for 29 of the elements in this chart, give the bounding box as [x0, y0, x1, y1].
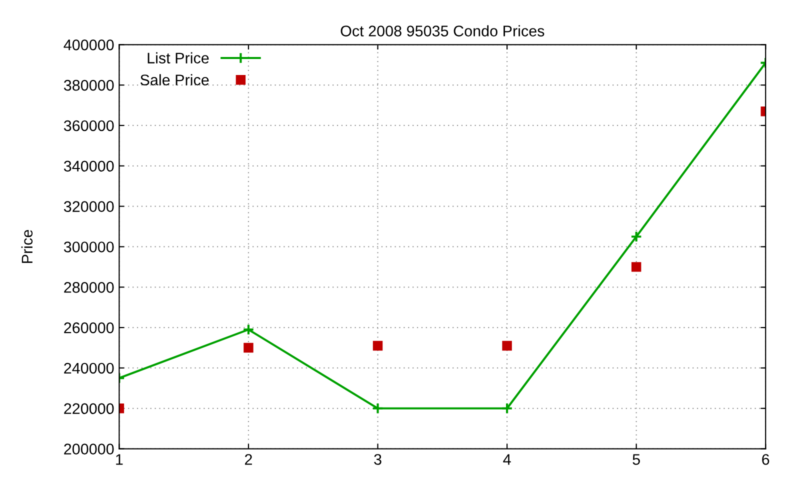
y-tick-label: 200000 [64, 444, 114, 454]
x-tick-label: 5 [632, 454, 640, 465]
x-tick-label: 6 [762, 454, 770, 465]
y-tick-label: 400000 [64, 40, 114, 50]
point [372, 402, 384, 414]
y-tick-label: 320000 [64, 201, 114, 212]
y-tick-label: 220000 [64, 403, 114, 414]
x-tick-label: 2 [245, 454, 252, 465]
point [501, 402, 513, 414]
x-tick-label: 1 [116, 454, 123, 465]
y-tick-label: 260000 [64, 322, 114, 334]
y-tick-label: 340000 [64, 160, 114, 172]
y-tick-label: 300000 [64, 242, 114, 252]
point [631, 262, 642, 272]
y-tick-label: 240000 [64, 362, 114, 374]
point [630, 230, 642, 243]
x-tick-label: 4 [503, 454, 511, 465]
legend-label: List Price [148, 52, 209, 64]
chart-title: Oct 2008 95035 Condo Prices [340, 25, 544, 36]
point [244, 342, 254, 353]
x-tick-label: 3 [374, 454, 382, 465]
y-tick-label: 280000 [64, 282, 114, 293]
point [242, 324, 254, 336]
y-tick-label: 380000 [64, 80, 114, 91]
point [502, 340, 512, 351]
y-axis-title: Price [21, 230, 33, 263]
point [372, 340, 383, 351]
y-tick-label: 360000 [64, 120, 114, 132]
legend-label: Sale Price [140, 74, 209, 86]
